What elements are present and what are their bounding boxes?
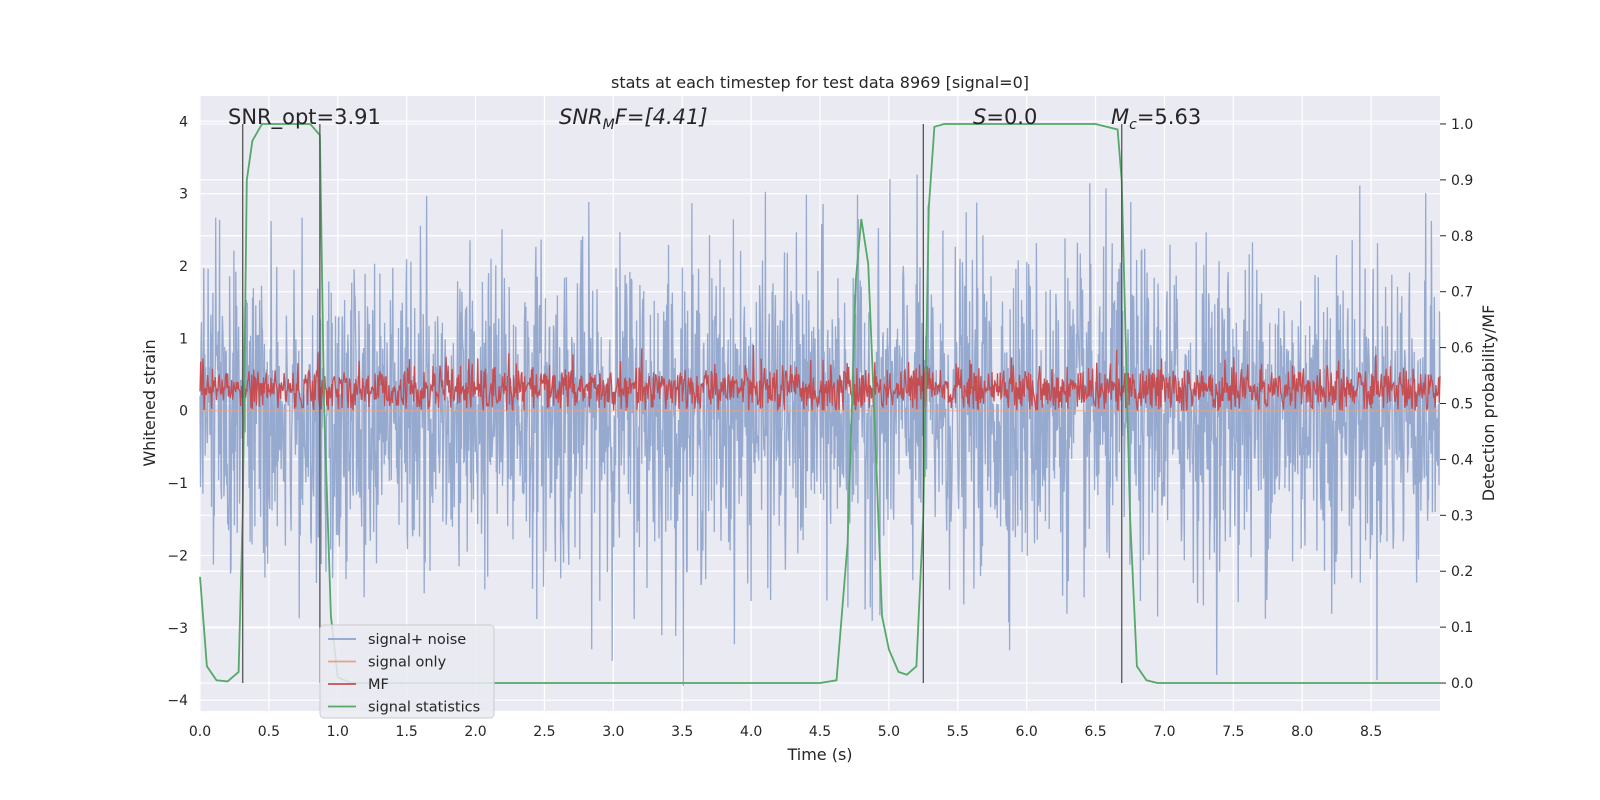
y-tick-label: −3: [167, 621, 188, 637]
x-tick-label: 3.5: [671, 724, 693, 740]
annotation-s-main: S: [973, 105, 986, 129]
annotation-mc-main: M: [1111, 105, 1129, 129]
series-mf-line: [199, 344, 1441, 412]
y2-tick-label: 0.5: [1451, 397, 1473, 413]
y-tick-label: 3: [179, 187, 188, 203]
y-tick-label: 1: [179, 331, 188, 347]
annotation-mc-sub: c: [1129, 117, 1137, 133]
legend-label-signal-statistics: signal statistics: [368, 700, 480, 716]
y2-tick-label: 0.9: [1451, 173, 1473, 189]
x-tick-label: 7.5: [1222, 724, 1244, 740]
y2-tick-label: 1.0: [1451, 117, 1473, 133]
y-tick-label: −4: [167, 693, 188, 709]
vertical-markers: [242, 123, 1123, 684]
y2-tick-label: 0.7: [1451, 285, 1473, 301]
y2-tick-label: 0.4: [1451, 452, 1473, 468]
annotation-mc-rest: =5.63: [1137, 105, 1201, 129]
x-tick-label: 8.5: [1360, 724, 1382, 740]
x-tick-label: 0.0: [189, 724, 211, 740]
legend: signal+ noise signal only MF signal statist…: [319, 624, 495, 719]
annotation-mc: Mc=5.63: [1111, 105, 1201, 133]
y2-axis-label: Detection probability/MF: [1479, 305, 1498, 502]
y2-tick-label: 0.0: [1451, 676, 1473, 692]
y-tick-label: 4: [179, 114, 188, 130]
legend-label-signal-noise: signal+ noise: [368, 632, 466, 648]
x-axis-ticks: 0.0 0.5 1.0 1.5 2.0 2.5 3.0 3.5 4.0 4.5 5.0 5.5 6.0 6…: [189, 724, 1382, 740]
y-axis-label: Whitened strain: [140, 339, 159, 466]
x-tick-label: 5.0: [878, 724, 900, 740]
legend-label-mf: MF: [368, 677, 389, 693]
legend-label-signal-only: signal only: [368, 655, 447, 671]
x-tick-label: 4.0: [740, 724, 762, 740]
annotation-snr-opt: SNR_opt=3.91: [228, 105, 381, 130]
legend-box: [319, 624, 495, 719]
x-tick-label: 1.0: [327, 724, 349, 740]
x-tick-label: 4.5: [809, 724, 831, 740]
annotation-snr-mf-main: SNR: [559, 105, 603, 129]
plot-area: [199, 123, 1441, 686]
x-tick-label: 1.5: [396, 724, 418, 740]
x-tick-label: 6.5: [1084, 724, 1106, 740]
x-tick-label: 3.0: [602, 724, 624, 740]
y-tick-label: 2: [179, 259, 188, 275]
y2-tick-label: 0.8: [1451, 229, 1473, 245]
y2-axis-ticks: 1.0 0.9 0.8 0.7 0.6 0.5 0.4 0.3 0.2 0.1 0.0: [1440, 117, 1473, 692]
x-tick-label: 2.5: [533, 724, 555, 740]
annotations: SNR_opt=3.91 SNRMF=[4.41] S=0.0 Mc=5.63: [228, 105, 1201, 133]
y2-tick-label: 0.3: [1451, 508, 1473, 524]
y2-tick-label: 0.1: [1451, 620, 1473, 636]
series-signal-noise-line: [199, 174, 1441, 686]
x-tick-label: 0.5: [258, 724, 280, 740]
x-tick-label: 5.5: [947, 724, 969, 740]
annotation-snr-mf-sub: M: [603, 117, 615, 133]
y2-tick-label: 0.2: [1451, 564, 1473, 580]
y-tick-label: 0: [179, 404, 188, 420]
annotation-snr-mf-rest: F=[4.41]: [615, 105, 708, 129]
annotation-s: S=0.0: [973, 105, 1037, 129]
x-tick-label: 2.0: [464, 724, 486, 740]
annotation-snr-mf: SNRMF=[4.41]: [559, 105, 708, 133]
series-signal-statistics-line: [199, 123, 1440, 684]
x-tick-label: 8.0: [1291, 724, 1313, 740]
annotation-s-rest: =0.0: [986, 105, 1037, 129]
y-axis-ticks: 4 3 2 1 0 −1 −2 −3 −4: [167, 114, 188, 709]
x-tick-label: 6.0: [1016, 724, 1038, 740]
y-tick-label: −2: [167, 548, 188, 564]
x-axis-label: Time (s): [786, 745, 852, 764]
y2-tick-label: 0.6: [1451, 341, 1473, 357]
y-tick-label: −1: [167, 476, 188, 492]
x-tick-label: 7.0: [1153, 724, 1175, 740]
chart-title: stats at each timestep for test data 896…: [611, 73, 1029, 92]
